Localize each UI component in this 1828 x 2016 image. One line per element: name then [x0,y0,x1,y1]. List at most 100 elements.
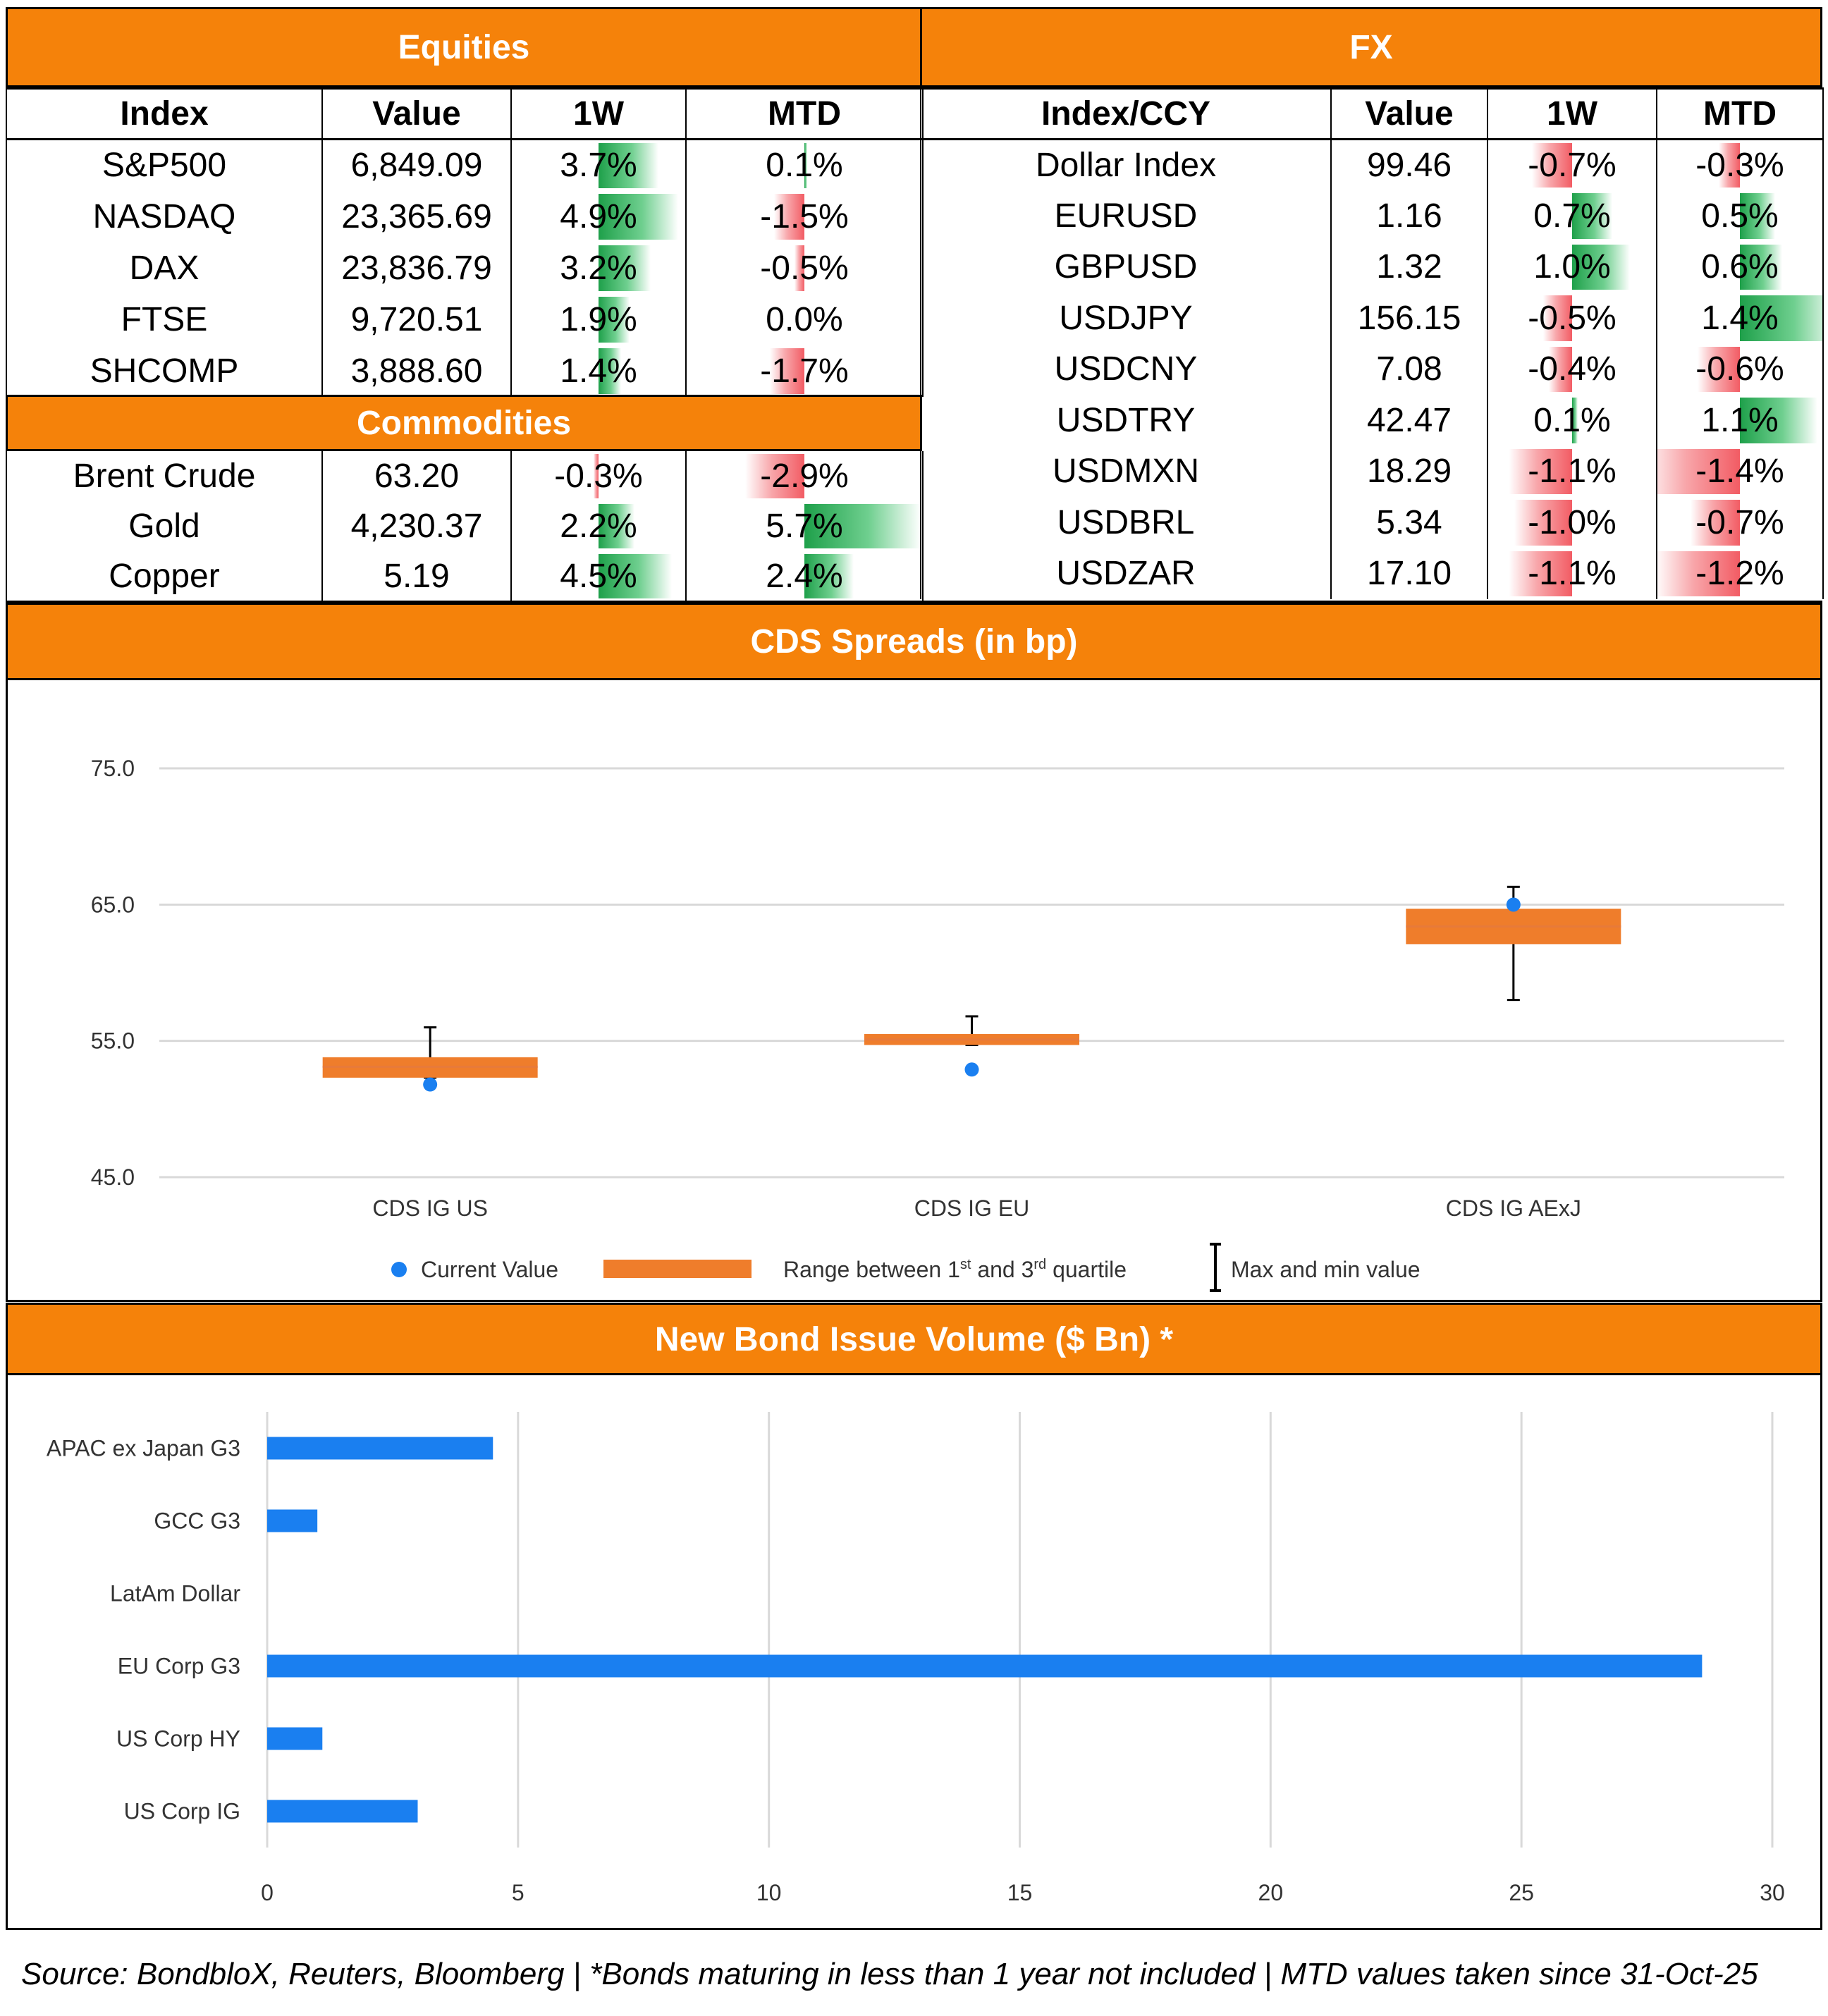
fx-mtd-databar [1740,193,1775,239]
fx-name-cell: USDZAR [920,548,1332,599]
cds-ytick-label: 75.0 [91,756,135,781]
fx-1w-cell: -1.0% [1487,497,1657,548]
cds-current-point [964,1062,979,1077]
equities-row: NASDAQ 23,365.69 4.9% -1.5% [6,190,924,242]
equities-1w-text: 4.9% [560,197,637,235]
fx-name-cell: GBPUSD [920,241,1332,293]
equities-table: Index Value 1W MTD S&P500 6,849.09 3.7% 0.1… [6,87,924,397]
fx-mtd-text: 0.6% [1701,248,1779,286]
fx-col-index: Index/CCY [920,87,1332,140]
fx-value-cell: 1.32 [1330,241,1488,293]
fx-col-mtd: MTD [1656,87,1824,140]
equities-name-cell: DAX [6,242,323,294]
commodities-value-text: 4,230.37 [350,508,483,545]
commodities-mtd-text: -2.9% [760,457,849,495]
equities-name-cell: S&P500 [6,139,323,191]
fx-col-value: Value [1330,87,1488,140]
fx-name-cell: EURUSD [920,190,1332,242]
fx-mtd-databar [1740,244,1782,290]
equities-value-text: 9,720.51 [350,300,483,338]
equities-1w-text: 1.4% [560,352,637,390]
fx-value-cell: 99.46 [1330,139,1488,190]
fx-row: USDJPY 156.15 -0.5% 1.4% [920,293,1824,344]
commodities-name-text: Copper [109,558,220,595]
fx-name-text: USDJPY [1059,299,1193,337]
fx-mtd-text: -1.2% [1695,555,1784,593]
bonds-header: New Bond Issue Volume ($ Bn) * [6,1303,1822,1376]
equities-1w-text: 3.7% [560,147,637,185]
commodities-name-cell: Brent Crude [6,451,323,501]
fx-name-cell: USDJPY [920,293,1332,344]
legend-current-marker [391,1262,407,1277]
fx-mtd-databar [1719,143,1740,188]
equities-name-cell: NASDAQ [6,190,323,242]
fx-row: EURUSD 1.16 0.7% 0.5% [920,190,1824,242]
fx-value-text: 5.34 [1376,503,1442,541]
fx-name-text: USDMXN [1052,453,1199,491]
commodities-mtd-cell: -2.9% [685,451,924,501]
fx-value-text: 18.29 [1366,453,1452,491]
commodities-mtd-text: 5.7% [766,508,843,545]
equities-row: S&P500 6,849.09 3.7% 0.1% [6,139,924,191]
equities-title: Equities [398,28,530,66]
fx-name-cell: USDTRY [920,395,1332,446]
cds-ytick-label: 55.0 [91,1028,135,1054]
equities-1w-cell: 4.9% [510,190,687,242]
equities-row: SHCOMP 3,888.60 1.4% -1.7% [6,345,924,397]
equities-value-text: 6,849.09 [350,147,483,185]
fx-1w-cell: 0.1% [1487,395,1657,446]
commodities-1w-text: 4.5% [560,558,637,595]
fx-row: USDBRL 5.34 -1.0% -0.7% [920,497,1824,548]
source-footnote: Source: BondbloX, Reuters, Bloomberg | *… [21,1957,1758,1991]
fx-1w-cell: 1.0% [1487,241,1657,293]
fx-mtd-cell: -1.4% [1656,445,1824,497]
fx-value-cell: 5.34 [1330,497,1488,548]
cds-category-label: CDS IG US [372,1196,488,1221]
fx-mtd-text: 1.4% [1701,299,1779,337]
legend-range-text-part: and 3 [971,1257,1033,1282]
equities-1w-text: 1.9% [560,300,637,338]
equities-mtd-databar [769,348,804,394]
commodities-value-text: 5.19 [384,558,450,595]
fx-1w-databar [1572,398,1578,443]
fx-1w-databar [1531,143,1572,188]
fx-value-cell: 17.10 [1330,548,1488,599]
fx-1w-cell: -0.5% [1487,293,1657,344]
equities-mtd-databar [773,193,804,240]
fx-1w-databar [1508,551,1572,596]
fx-value-text: 42.47 [1366,401,1452,439]
fx-value-cell: 7.08 [1330,343,1488,395]
commodities-1w-databar [599,554,672,598]
fx-header: FX [920,7,1822,87]
equities-1w-text: 3.2% [560,249,637,287]
fx-1w-text: 0.7% [1533,197,1611,235]
equities-col-value: Value [321,87,512,140]
fx-mtd-cell: 1.4% [1656,293,1824,344]
fx-value-cell: 156.15 [1330,293,1488,344]
commodities-value-cell: 4,230.37 [321,501,512,551]
equities-col-index: Index [6,87,323,140]
cds-category-label: CDS IG AExJ [1446,1196,1581,1221]
bond-bar [267,1727,323,1750]
fx-1w-text: -1.0% [1528,503,1617,541]
fx-mtd-text: 0.5% [1701,197,1779,235]
bonds-title: New Bond Issue Volume ($ Bn) * [654,1320,1174,1358]
commodities-value-cell: 63.20 [321,451,512,501]
bond-bar [267,1800,418,1823]
fx-mtd-databar [1740,295,1822,341]
cds-current-point [423,1077,438,1092]
commodities-value-cell: 5.19 [321,551,512,601]
cds-chart: 45.0 55.0 65.0 75.0 CDS IG US CDS IG EU CDS IG… [91,756,1784,1292]
fx-row: USDMXN 18.29 -1.1% -1.4% [920,445,1824,497]
legend-maxmin-label: Max and min value [1231,1257,1421,1282]
equities-name-cell: SHCOMP [6,345,323,397]
fx-value-text: 99.46 [1366,147,1452,184]
fx-1w-text: 1.0% [1533,248,1611,286]
fx-1w-cell: -0.7% [1487,139,1657,190]
fx-name-text: USDZAR [1056,555,1196,593]
equities-mtd-text: 0.0% [766,300,843,338]
equities-col-1w: 1W [510,87,687,140]
equities-value-text: 3,888.60 [350,352,483,390]
commodities-1w-databar [594,454,599,498]
legend-range-label: Range between 1st and 3rd quartile [783,1257,1127,1282]
